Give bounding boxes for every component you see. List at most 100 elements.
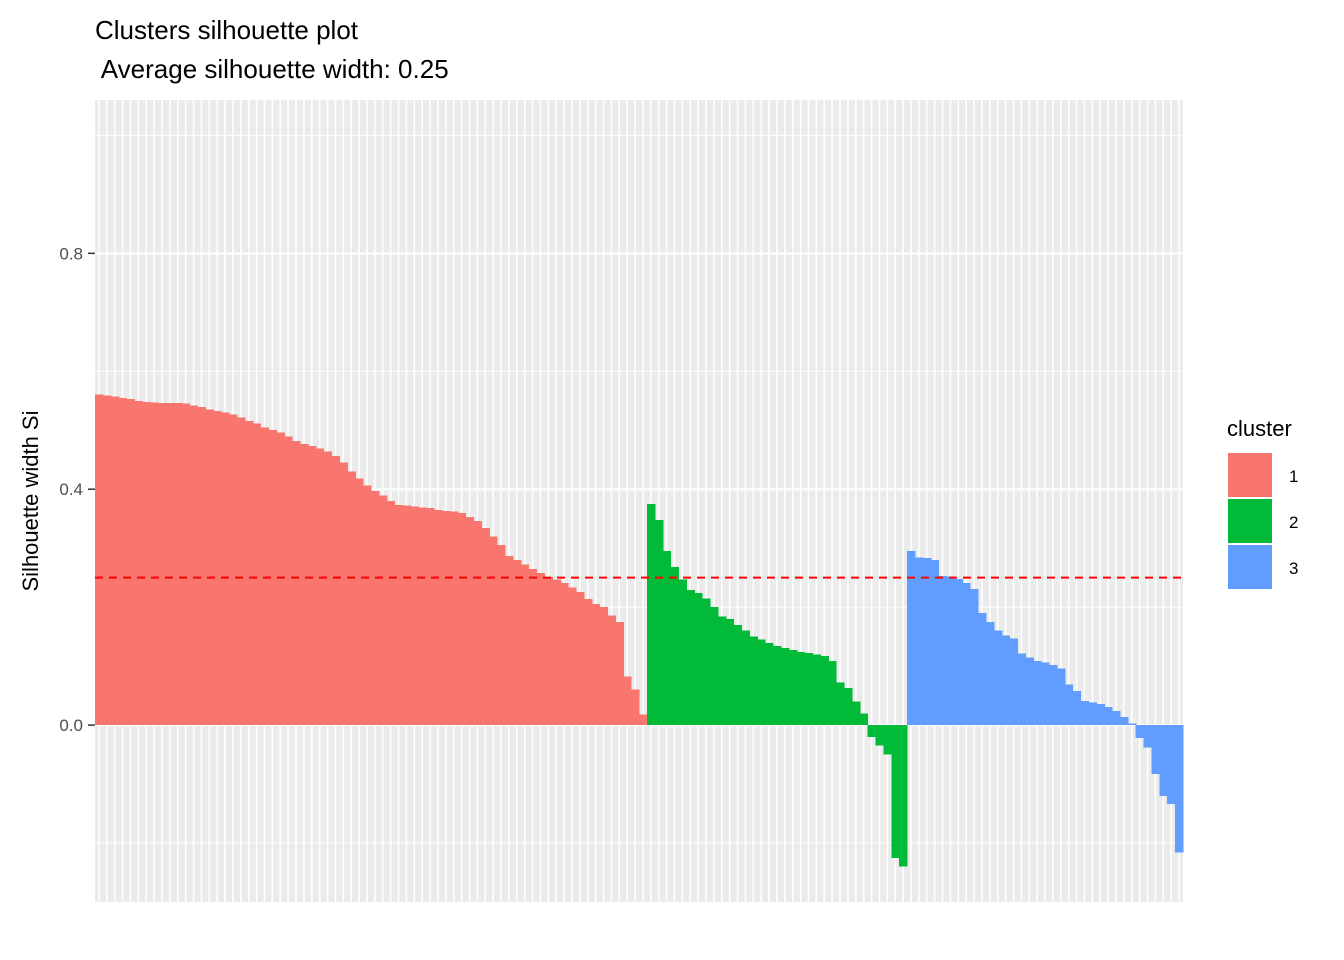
silhouette-bar-cluster-2 — [796, 651, 806, 726]
silhouette-bar-cluster-3 — [1119, 716, 1129, 726]
silhouette-bar-cluster-1 — [118, 397, 128, 726]
silhouette-bar-cluster-1 — [631, 689, 640, 726]
silhouette-bar-cluster-1 — [552, 579, 561, 726]
silhouette-bar-cluster-2 — [843, 687, 853, 726]
silhouette-bar-cluster-1 — [544, 577, 553, 726]
silhouette-bar-cluster-3 — [1096, 703, 1105, 726]
silhouette-bar-cluster-2 — [686, 590, 695, 726]
silhouette-bar-cluster-1 — [497, 545, 506, 726]
silhouette-bar-cluster-2 — [678, 579, 687, 726]
silhouette-bar-cluster-1 — [213, 410, 222, 726]
silhouette-bar-cluster-1 — [607, 615, 616, 726]
silhouette-bar-cluster-1 — [229, 414, 238, 726]
silhouette-bar-cluster-1 — [536, 572, 545, 726]
silhouette-bar-cluster-1 — [528, 568, 538, 726]
silhouette-bar-cluster-1 — [426, 508, 435, 726]
silhouette-bar-cluster-3 — [1088, 702, 1097, 726]
silhouette-bar-cluster-3 — [1033, 660, 1042, 726]
silhouette-bar-cluster-1 — [244, 420, 254, 726]
legend-title: cluster — [1227, 416, 1292, 441]
silhouette-bar-cluster-1 — [221, 412, 230, 726]
silhouette-bar-cluster-1 — [512, 559, 522, 726]
silhouette-bar-cluster-3 — [1017, 653, 1026, 726]
silhouette-bar-cluster-1 — [165, 403, 175, 726]
y-axis-title: Silhouette width Si — [18, 411, 43, 592]
silhouette-bars — [95, 394, 1184, 867]
silhouette-bar-cluster-1 — [95, 394, 104, 726]
silhouette-bar-cluster-1 — [181, 403, 191, 726]
silhouette-bar-cluster-1 — [260, 427, 270, 726]
silhouette-bar-cluster-1 — [481, 528, 490, 726]
silhouette-bar-cluster-2 — [812, 654, 821, 726]
silhouette-bar-cluster-1 — [386, 501, 396, 726]
silhouette-bar-cluster-1 — [560, 582, 569, 726]
silhouette-bar-cluster-3 — [970, 588, 979, 726]
silhouette-bar-cluster-2 — [662, 551, 672, 726]
silhouette-bar-cluster-1 — [575, 591, 585, 726]
silhouette-bar-cluster-2 — [717, 616, 727, 726]
legend-key-cluster-1 — [1228, 453, 1272, 497]
silhouette-bar-cluster-2 — [804, 653, 814, 726]
silhouette-bar-cluster-2 — [733, 624, 743, 726]
silhouette-bar-cluster-1 — [363, 485, 372, 726]
silhouette-bar-cluster-1 — [347, 471, 356, 726]
y-tick-label: 0.4 — [59, 480, 83, 499]
silhouette-bar-cluster-2 — [694, 592, 703, 726]
y-tick-label: 0.0 — [59, 716, 83, 735]
silhouette-bar-cluster-1 — [378, 495, 388, 726]
silhouette-bar-cluster-1 — [284, 436, 293, 726]
silhouette-bar-cluster-3 — [978, 613, 987, 726]
legend-key-cluster-3 — [1228, 545, 1272, 589]
silhouette-bar-cluster-1 — [173, 403, 183, 726]
silhouette-bar-cluster-3 — [1159, 725, 1168, 796]
silhouette-bar-cluster-2 — [828, 660, 837, 726]
silhouette-bar-cluster-2 — [859, 713, 869, 726]
legend-key-cluster-2 — [1228, 499, 1272, 543]
silhouette-bar-cluster-3 — [1072, 690, 1082, 726]
silhouette-bar-cluster-3 — [1056, 668, 1066, 726]
legend: cluster 1 2 3 — [1227, 416, 1298, 589]
silhouette-bar-cluster-1 — [599, 607, 609, 726]
silhouette-bar-cluster-2 — [780, 647, 790, 726]
silhouette-bar-cluster-1 — [370, 490, 380, 726]
silhouette-bar-cluster-1 — [236, 417, 246, 726]
silhouette-bar-cluster-1 — [355, 478, 364, 726]
silhouette-bar-cluster-1 — [331, 456, 341, 726]
silhouette-bar-cluster-2 — [820, 656, 829, 726]
silhouette-bar-cluster-1 — [591, 604, 601, 726]
legend-label-cluster-1: 1 — [1289, 467, 1298, 486]
silhouette-bar-cluster-1 — [134, 400, 143, 726]
silhouette-bar-cluster-2 — [883, 725, 892, 755]
silhouette-bar-cluster-1 — [339, 462, 348, 726]
silhouette-bar-cluster-1 — [126, 398, 136, 726]
silhouette-bar-cluster-3 — [1151, 725, 1160, 775]
silhouette-bar-cluster-3 — [1104, 706, 1113, 726]
silhouette-bar-cluster-1 — [520, 564, 530, 726]
silhouette-bar-cluster-3 — [907, 551, 916, 726]
silhouette-bar-cluster-1 — [449, 511, 459, 726]
silhouette-bar-cluster-1 — [276, 432, 285, 726]
silhouette-bar-cluster-2 — [891, 725, 900, 858]
silhouette-bar-cluster-1 — [142, 401, 151, 726]
silhouette-bar-cluster-1 — [158, 403, 167, 726]
silhouette-bar-cluster-1 — [268, 430, 277, 726]
silhouette-bar-cluster-3 — [914, 557, 924, 726]
silhouette-bar-cluster-1 — [410, 506, 419, 726]
silhouette-bar-cluster-2 — [851, 701, 861, 726]
silhouette-bar-cluster-3 — [1080, 700, 1089, 726]
y-axis: 0.0 0.4 0.8 — [59, 244, 95, 735]
silhouette-bar-cluster-1 — [457, 512, 467, 726]
silhouette-bar-cluster-3 — [1001, 635, 1011, 726]
silhouette-bar-cluster-3 — [1135, 725, 1145, 739]
silhouette-bar-cluster-3 — [938, 575, 948, 726]
silhouette-bar-cluster-1 — [583, 598, 593, 726]
silhouette-bar-cluster-1 — [292, 440, 301, 726]
silhouette-bar-cluster-2 — [836, 682, 845, 726]
silhouette-bar-cluster-1 — [434, 509, 443, 726]
silhouette-bar-cluster-1 — [299, 443, 309, 726]
silhouette-bar-cluster-3 — [1167, 725, 1176, 805]
silhouette-bar-cluster-1 — [307, 446, 317, 726]
silhouette-bar-cluster-1 — [489, 536, 498, 726]
silhouette-bar-cluster-1 — [418, 507, 427, 726]
silhouette-bar-cluster-2 — [765, 643, 774, 726]
